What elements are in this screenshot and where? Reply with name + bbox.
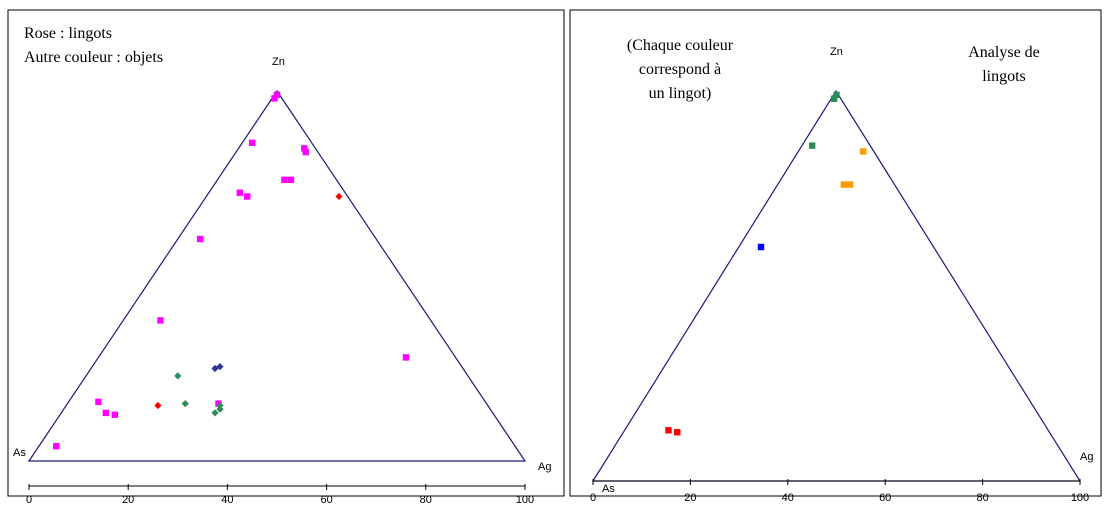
data-point (402, 354, 410, 361)
data-point (244, 193, 251, 200)
x-tick-label: 40 (782, 492, 794, 504)
chart-right-vertex-top: Zn (830, 46, 843, 58)
data-point (157, 317, 164, 324)
x-tick-label: 80 (976, 492, 988, 504)
data-point (111, 411, 119, 418)
data-point (174, 372, 182, 380)
chart-left-frame (7, 9, 565, 497)
chart-right-vertex-left: As (602, 483, 615, 495)
chart-left-vertex-left: As (13, 447, 26, 459)
chart-left: 0 20 40 60 80 100 Rose : lingots Autre couleu… (7, 9, 565, 506)
x-tick-label: 20 (684, 492, 696, 504)
x-tick-label: 0 (26, 494, 32, 506)
chart-left-triangle (27, 89, 527, 462)
chart-left-annotation-2: Autre couleur : objets (24, 49, 163, 66)
chart-right-annotation-4: Analyse de (968, 44, 1040, 61)
x-tick-label: 100 (516, 494, 534, 506)
data-point (665, 427, 672, 434)
data-point (53, 443, 60, 450)
chart-right-points (665, 91, 867, 436)
data-point (840, 181, 848, 188)
chart-right-vertex-right: Ag (1080, 451, 1093, 463)
data-point (833, 91, 840, 99)
chart-left-annotation-1: Rose : lingots (24, 25, 112, 42)
chart-right-annotation-1: (Chaque couleur (627, 37, 734, 54)
chart-right-annotation-2: correspond à (639, 61, 721, 78)
x-tick-label: 20 (122, 494, 134, 506)
data-point (271, 95, 278, 102)
data-point (757, 243, 765, 251)
data-point (273, 91, 281, 98)
data-point (102, 409, 110, 417)
chart-right-triangle (591, 89, 1082, 482)
data-point (196, 235, 204, 243)
chart-right-annotation-5: lingots (982, 68, 1026, 85)
x-tick-label: 60 (320, 494, 332, 506)
chart-left-ticks: 0 20 40 60 80 100 (26, 484, 534, 506)
data-point (287, 176, 295, 183)
chart-right-annotation-3: un lingot) (649, 85, 712, 102)
data-point (249, 139, 256, 146)
chart-left-vertex-right: Ag (538, 461, 551, 473)
data-point (154, 401, 162, 410)
chart-right-ticks: 0 20 40 60 80 100 (590, 479, 1089, 504)
data-point (181, 400, 189, 408)
chart-left-vertex-top: Zn (272, 56, 285, 68)
data-point (211, 409, 219, 417)
data-point (674, 429, 681, 436)
data-point (301, 145, 308, 152)
data-point (335, 192, 343, 201)
x-tick-label: 40 (221, 494, 233, 506)
x-tick-label: 100 (1071, 492, 1089, 504)
data-point (281, 176, 288, 183)
x-tick-label: 80 (420, 494, 432, 506)
data-point (216, 405, 224, 413)
data-point (95, 398, 102, 405)
x-tick-label: 0 (590, 492, 596, 504)
data-point (236, 189, 243, 196)
data-point (860, 148, 867, 155)
data-point (846, 181, 854, 188)
data-point (216, 401, 224, 410)
data-point (808, 142, 816, 149)
data-point (830, 95, 838, 102)
x-tick-label: 60 (879, 492, 891, 504)
chart-right-frame (569, 9, 1102, 497)
data-point (302, 148, 309, 156)
data-point (216, 363, 224, 371)
chart-right: 0 20 40 60 80 100 (Chaque couleur correspond … (569, 9, 1102, 504)
chart-left-points (53, 91, 410, 450)
